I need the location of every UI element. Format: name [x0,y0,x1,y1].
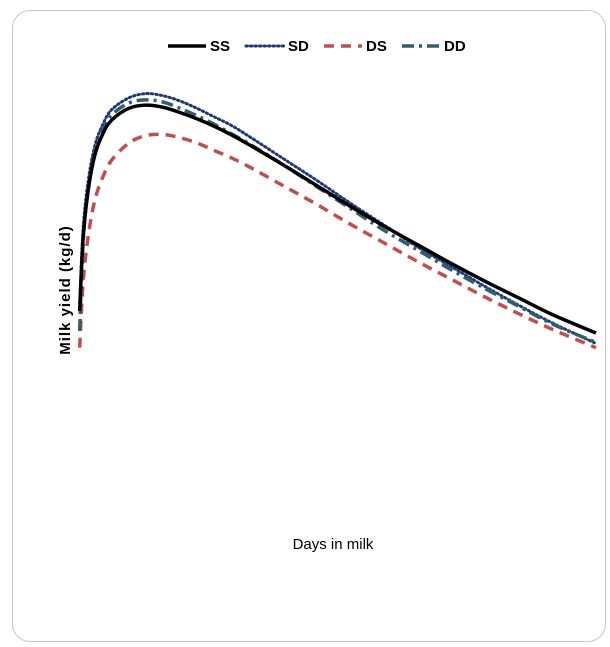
legend-label-sd: SD [288,38,309,55]
series-layer [77,92,598,350]
series-line-ds [77,132,597,350]
x-axis-label: Days in milk [293,536,374,553]
legend-item-ds: DS [324,38,387,55]
legend-label-ss: SS [210,38,230,55]
series-line-sd [78,92,598,345]
legend-label-ds: DS [366,38,387,55]
legend-item-dd: DD [402,38,466,55]
legend-item-sd: SD [244,38,309,55]
legend-item-ss: SS [168,38,230,55]
series-line-dd [77,98,597,345]
y-axis-label: Milk yield (kg/d) [57,225,74,355]
chart-frame [12,10,606,642]
legend-label-dd: DD [444,38,466,55]
legend: SS SD DS DD [168,38,466,55]
series-line-ss [77,103,597,335]
